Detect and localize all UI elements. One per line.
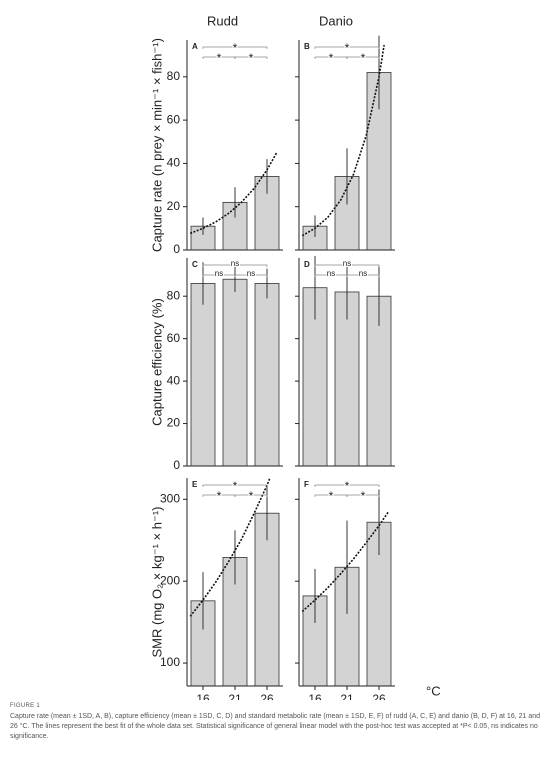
- y-tick-label: 40: [167, 373, 181, 387]
- y-tick-label: 40: [167, 156, 181, 170]
- significance-label: *: [345, 479, 350, 493]
- figure: 0 20 40 60 80 A * * * Rudd Capture rate (n prey × …: [149, 13, 441, 700]
- y-axis-label: SMR (mg O₂ × kg⁻¹ × h⁻¹): [149, 507, 164, 658]
- significance-label: *: [249, 51, 254, 65]
- significance-label: ns: [247, 269, 255, 278]
- x-tick-label: 26: [260, 692, 274, 700]
- y-tick-label: 0: [173, 242, 180, 256]
- significance-bracket: [346, 494, 380, 497]
- x-unit-label: °C: [426, 683, 441, 698]
- significance-label: *: [361, 489, 366, 503]
- significance-label: *: [249, 489, 254, 503]
- bar: [222, 278, 248, 467]
- fit-line: [301, 44, 385, 237]
- significance-label: *: [217, 51, 222, 65]
- x-tick-label: 26: [372, 692, 386, 700]
- bar: [254, 283, 280, 467]
- y-axis-label: Capture efficiency (%): [149, 298, 164, 426]
- bar: [190, 283, 216, 467]
- significance-label: ns: [215, 269, 223, 278]
- y-tick-label: 100: [160, 655, 180, 669]
- significance-bracket: [234, 494, 268, 497]
- panel-letter: E: [192, 480, 198, 489]
- significance-label: *: [217, 489, 222, 503]
- y-tick-label: 20: [167, 416, 181, 430]
- bar: [334, 291, 360, 467]
- x-tick-label: 21: [228, 692, 242, 700]
- significance-label: *: [329, 489, 334, 503]
- significance-label: ns: [327, 269, 335, 278]
- panel-letter: D: [304, 260, 310, 269]
- fit-line: [301, 511, 390, 613]
- significance-label: ns: [231, 259, 239, 268]
- significance-label: ns: [343, 259, 351, 268]
- significance-label: *: [361, 51, 366, 65]
- column-title: Rudd: [207, 13, 238, 28]
- column-title: Danio: [319, 13, 353, 28]
- panel-letter: C: [192, 260, 198, 269]
- significance-bracket: [314, 264, 380, 267]
- y-tick-label: 60: [167, 331, 181, 345]
- fit-line: [189, 152, 278, 235]
- y-tick-label: 0: [173, 458, 180, 472]
- significance-label: ns: [359, 269, 367, 278]
- figure-label: FIGURE 1: [10, 703, 41, 709]
- y-tick-label: 80: [167, 288, 181, 302]
- panel-letter: F: [304, 480, 309, 489]
- panel-letter: B: [304, 42, 310, 51]
- significance-label: *: [233, 479, 238, 493]
- significance-bracket: [234, 274, 268, 277]
- significance-bracket: [346, 56, 380, 59]
- y-tick-label: 60: [167, 112, 181, 126]
- y-tick-label: 300: [160, 491, 180, 505]
- significance-label: *: [233, 41, 238, 55]
- x-tick-label: 21: [340, 692, 354, 700]
- caption: Capture rate (mean ± 1SD, A, B), capture…: [10, 713, 541, 740]
- significance-bracket: [202, 46, 268, 49]
- y-tick-label: 200: [160, 573, 180, 587]
- x-tick-label: 16: [308, 692, 322, 700]
- x-tick-label: 16: [196, 692, 210, 700]
- panel-letter: A: [192, 42, 198, 51]
- y-tick-label: 20: [167, 199, 181, 213]
- significance-label: *: [345, 41, 350, 55]
- significance-bracket: [314, 46, 380, 49]
- y-tick-label: 80: [167, 69, 181, 83]
- fit-line: [189, 478, 271, 617]
- significance-bracket: [346, 274, 380, 277]
- significance-bracket: [234, 56, 268, 59]
- y-axis-label: Capture rate (n prey × min⁻¹ × fish⁻¹): [149, 38, 164, 252]
- significance-bracket: [314, 484, 380, 487]
- significance-bracket: [202, 484, 268, 487]
- significance-bracket: [202, 264, 268, 267]
- significance-label: *: [329, 51, 334, 65]
